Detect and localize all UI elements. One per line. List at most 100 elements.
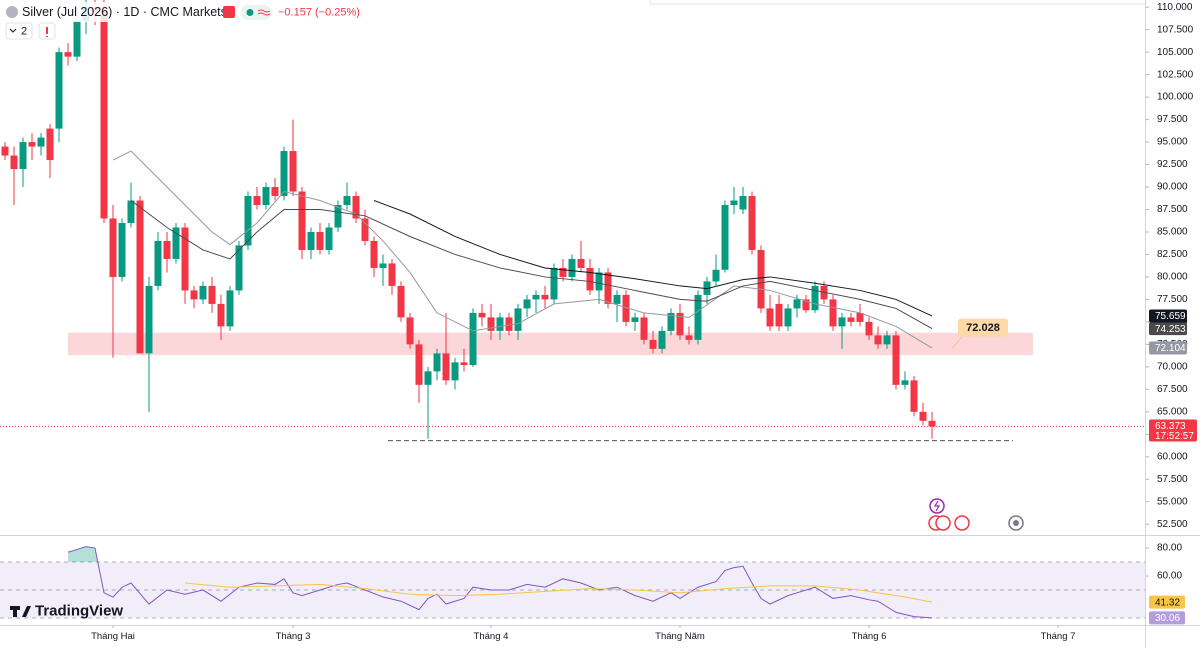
candle-body — [343, 196, 351, 206]
candle-body — [811, 285, 819, 311]
candle-body — [928, 420, 936, 427]
symbol-title: Silver (Jul 2026) · 1D · CMC Markets — [22, 5, 227, 19]
candle-body — [109, 218, 117, 277]
candle-body — [883, 335, 891, 345]
y-tick-label: 77.500 — [1157, 294, 1188, 305]
candle-body — [100, 7, 108, 219]
candle-body — [622, 294, 630, 322]
y-tick-label: 90.000 — [1157, 182, 1188, 193]
y-tick-label: 105.000 — [1157, 47, 1194, 58]
symbol-icon — [6, 6, 18, 18]
indicator-count: 2 — [21, 25, 27, 37]
candle-body — [406, 317, 414, 345]
candle-body — [856, 312, 864, 322]
candle-body — [631, 317, 639, 322]
candle-body — [19, 142, 27, 170]
candle-body — [685, 335, 693, 340]
candle-body — [829, 299, 837, 327]
event-icon-dot — [1013, 520, 1019, 526]
rsi-tick-label: 80.00 — [1157, 543, 1182, 554]
candle-body — [838, 317, 846, 327]
candle-body — [451, 362, 459, 381]
candle-body — [262, 187, 270, 206]
candle-body — [415, 344, 423, 385]
y-tick-label: 65.000 — [1157, 406, 1188, 417]
candle-body — [271, 187, 279, 197]
status-dot — [246, 9, 254, 16]
callout-label: 72.028 — [966, 322, 1000, 334]
ma-price-label: 72.104 — [1155, 343, 1186, 354]
candle-body — [577, 258, 585, 268]
candle-body — [865, 321, 873, 336]
candle-body — [181, 227, 189, 291]
y-tick-label: 80.000 — [1157, 272, 1188, 283]
candle-body — [784, 308, 792, 327]
x-tick-label: Tháng 3 — [276, 631, 311, 642]
status-wave — [257, 9, 271, 16]
y-tick-label: 67.500 — [1157, 384, 1188, 395]
y-tick-label: 87.500 — [1157, 204, 1188, 215]
candle-body — [316, 231, 324, 250]
economic-event[interactable] — [954, 515, 970, 531]
callout-box — [958, 318, 1008, 337]
rsi-line — [67, 546, 933, 619]
candle-body — [244, 196, 252, 246]
candle-body — [460, 362, 468, 366]
ma-price-box — [1149, 309, 1187, 323]
candle-body — [253, 196, 261, 206]
candle-body — [505, 317, 513, 331]
y-tick-label: 55.000 — [1157, 496, 1188, 507]
candle-body — [748, 196, 756, 250]
y-tick-label: 70.000 — [1157, 361, 1188, 372]
candle-body — [424, 371, 432, 385]
candle-body — [649, 339, 657, 349]
rsi-value-label: 30.06 — [1155, 613, 1180, 624]
moving-average — [130, 200, 933, 330]
countdown: 17:52:57 — [1155, 431, 1194, 442]
candle-body — [847, 317, 855, 322]
candle-body — [640, 317, 648, 340]
x-tick-label: Tháng 7 — [1041, 631, 1076, 642]
candle-body — [478, 312, 486, 318]
candle-body — [919, 411, 927, 421]
candle-body — [595, 272, 603, 291]
y-tick-label: 82.500 — [1157, 249, 1188, 260]
market-status[interactable] — [241, 5, 271, 20]
candle-body — [208, 285, 216, 304]
candle-body — [604, 272, 612, 304]
x-tick-label: Tháng Năm — [655, 631, 705, 642]
indicator-toggle[interactable] — [5, 22, 33, 40]
candle-body — [586, 267, 594, 291]
candle-body — [172, 227, 180, 259]
brand: TradingView — [10, 602, 123, 619]
flag-icon[interactable] — [223, 6, 235, 18]
candle-body — [397, 285, 405, 318]
candle-body — [199, 285, 207, 300]
candle-body — [37, 137, 45, 147]
candle-body — [433, 353, 441, 372]
candle-body — [55, 52, 63, 129]
tooltip-edge — [649, 0, 1145, 5]
event-icons — [928, 498, 1024, 531]
candle-body — [190, 290, 198, 300]
candle-body — [487, 317, 495, 331]
y-tick-label: 60.000 — [1157, 451, 1188, 462]
candle-body — [379, 263, 387, 268]
price-change: −0.157 (−0.25%) — [278, 6, 360, 18]
ma-price-box — [1149, 322, 1187, 336]
candle-body — [307, 231, 315, 250]
candle-body — [325, 227, 333, 250]
candle-body — [739, 196, 747, 210]
candle-body — [388, 263, 396, 286]
economic-event[interactable] — [935, 515, 951, 531]
rsi-value-box — [1149, 611, 1185, 625]
last-price-label: 63.373 — [1155, 421, 1186, 432]
last-price-box — [1149, 419, 1197, 442]
candle-body — [1, 146, 9, 156]
candle-body — [352, 196, 360, 219]
rsi-pane — [0, 546, 1145, 619]
candle-body — [775, 303, 783, 327]
candle-body — [442, 353, 450, 381]
y-tick-label: 92.500 — [1157, 159, 1188, 170]
